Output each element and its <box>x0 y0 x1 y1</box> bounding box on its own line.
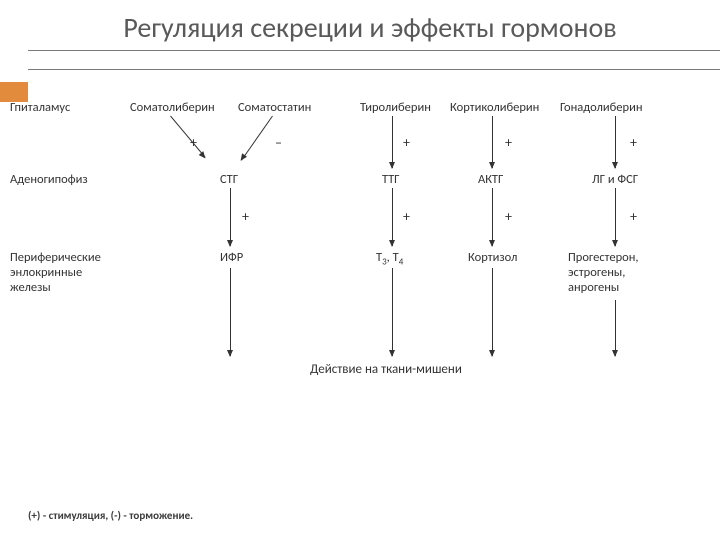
node-stg: СТГ <box>220 172 238 187</box>
arrow-kortizol-target <box>492 268 493 356</box>
hormone-diagram: Гпиталамус Аденогипофиз Периферические э… <box>10 100 710 430</box>
sign-1-3: + <box>403 134 410 151</box>
arrow-ttg-t3t4 <box>392 188 393 246</box>
node-aktg: АКТГ <box>478 172 503 187</box>
arrow-lgfsg-sex <box>615 188 616 246</box>
t4-sub: 4 <box>399 257 404 268</box>
node-ttg: ТТГ <box>382 172 400 187</box>
footer-legend: (+) - стимуляция, (-) - торможение. <box>28 509 193 522</box>
node-somatostatin: Соматостатин <box>238 100 311 115</box>
page-title: Регуляция секреции и эффекты гормонов <box>0 0 720 50</box>
divider-bottom <box>28 69 720 70</box>
sign-2-5: + <box>630 208 637 225</box>
accent-bar <box>0 82 28 102</box>
node-t3t4: Т3, Т4 <box>376 250 403 268</box>
arrow-t3t4-target <box>392 268 393 356</box>
t4-pre: , Т <box>387 250 399 265</box>
arrow-aktg-kortizol <box>492 188 493 246</box>
arrow-stg-ifr <box>230 188 231 246</box>
node-tiroliberin: Тиролиберин <box>360 100 431 115</box>
sign-2-1: + <box>242 208 249 225</box>
arrow-somatostatin-stg <box>241 116 273 161</box>
node-somatoliberin: Соматолиберин <box>130 100 215 115</box>
label-peripheral: Периферические энлокринные железы <box>10 250 118 295</box>
arrow-gonadoliberin-lgfsg <box>615 116 616 168</box>
sign-2-3: + <box>403 208 410 225</box>
sign-2-4: + <box>505 208 512 225</box>
node-gonadoliberin: Гонадолиберин <box>560 100 643 115</box>
node-kortikoliberin: Кортиколиберин <box>450 100 539 115</box>
sign-1-4: + <box>505 134 512 151</box>
arrow-sex-target <box>615 300 616 356</box>
node-sex-hormones: Прогестерон, эстрогены, анрогены <box>568 250 678 295</box>
arrow-ifr-target <box>230 268 231 356</box>
label-adenohypophysis: Аденогипофиз <box>10 172 118 187</box>
node-lgfsg: ЛГ и ФСГ <box>592 172 638 187</box>
sign-1-5: + <box>630 134 637 151</box>
sign-1-2: – <box>275 134 282 151</box>
arrow-tiroliberin-ttg <box>392 116 393 168</box>
label-hypothalamus: Гпиталамус <box>10 100 118 115</box>
target-action-label: Действие на ткани-мишени <box>310 362 462 377</box>
node-ifr: ИФР <box>220 250 243 265</box>
arrow-kortikoliberin-aktg <box>492 116 493 168</box>
node-kortizol: Кортизол <box>468 250 517 265</box>
arrow-somatoliberin-stg <box>170 116 205 158</box>
